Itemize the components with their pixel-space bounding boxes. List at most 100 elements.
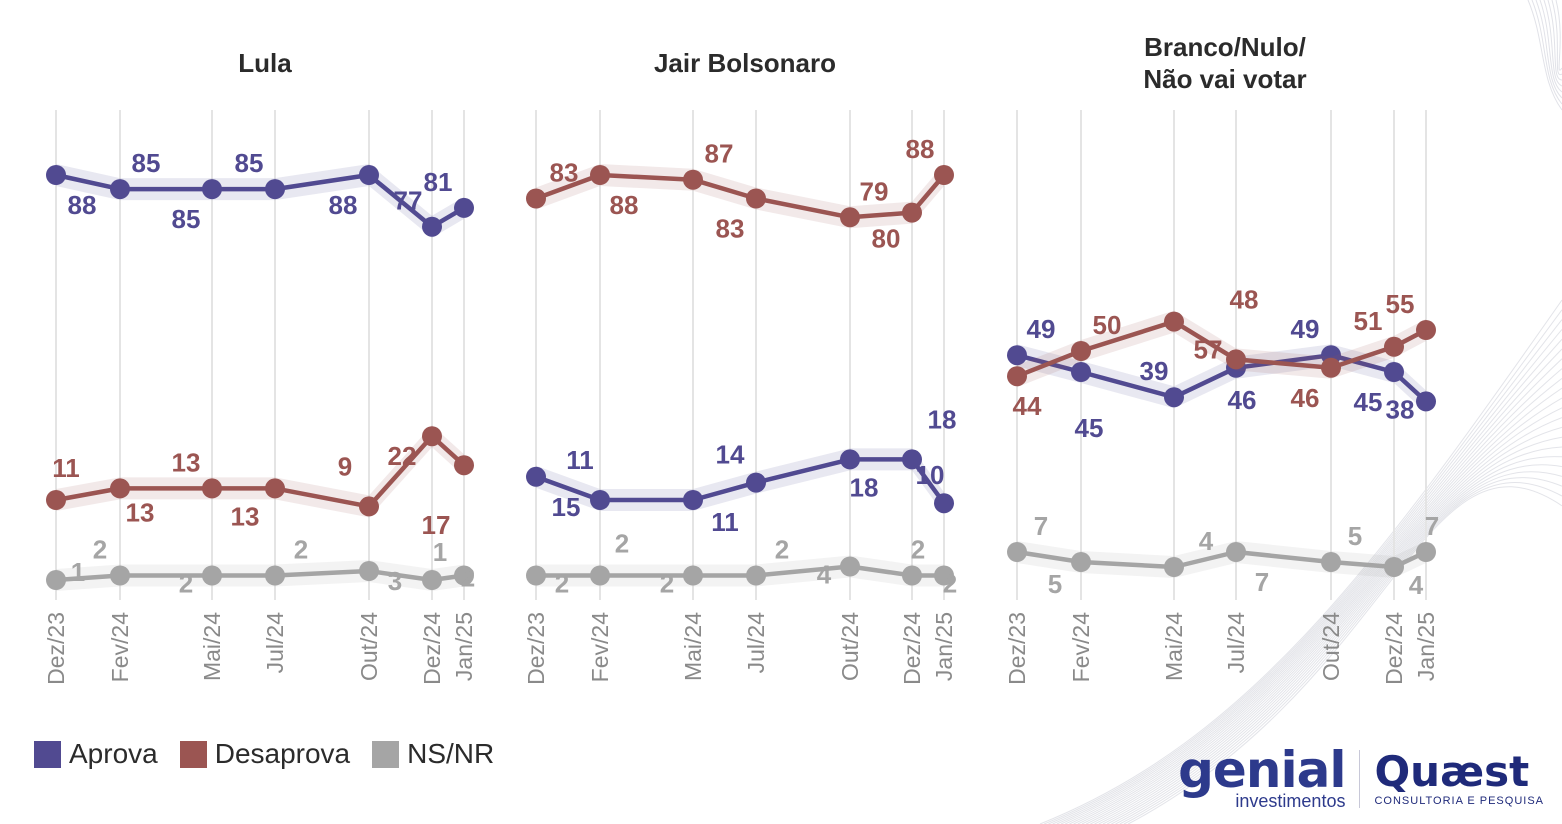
wave-line: [1547, 0, 1562, 81]
panel-2: Branco/Nulo/Não vai votar Dez/23 Fev/24 Mai…: [1004, 32, 1439, 685]
wave-line: [1094, 426, 1562, 824]
wave-line: [1052, 329, 1562, 824]
x-tick-label: Out/24: [1318, 612, 1344, 681]
data-label-desaprova: 51: [1354, 306, 1383, 336]
panel-title: Branco/Nulo/: [1144, 32, 1306, 62]
wave-line: [1111, 464, 1562, 824]
data-point-desaprova: [1007, 366, 1027, 387]
data-point-desaprova: [902, 202, 922, 223]
data-point-aprova: [265, 179, 285, 200]
data-point-nsnr: [934, 565, 954, 586]
data-point-aprova: [526, 466, 546, 487]
data-label-aprova: 39: [1140, 356, 1169, 386]
wave-line: [1064, 358, 1562, 824]
data-point-desaprova: [1226, 349, 1246, 370]
data-point-aprova: [1164, 387, 1184, 408]
data-label-aprova: 10: [916, 460, 945, 490]
data-label-aprova: 38: [1386, 394, 1415, 424]
wave-line: [1106, 456, 1562, 824]
wave-line: [1090, 417, 1562, 824]
series-band-desaprova: [56, 425, 464, 518]
wave-line: [1085, 407, 1562, 824]
data-point-desaprova: [683, 169, 703, 190]
x-tick-label: Dez/23: [43, 612, 69, 685]
data-label-aprova: 45: [1075, 413, 1104, 443]
data-point-nsnr: [1164, 557, 1184, 577]
data-label-desaprova: 88: [610, 190, 639, 220]
x-tick-label: Out/24: [837, 612, 863, 681]
wave-line: [1551, 0, 1562, 75]
data-point-nsnr: [359, 561, 379, 581]
data-label-desaprova: 13: [172, 447, 201, 477]
data-point-nsnr: [746, 565, 766, 586]
data-label-desaprova: 88: [906, 134, 935, 164]
data-point-desaprova: [110, 478, 130, 499]
data-label-nsnr: 7: [1255, 567, 1269, 597]
data-point-desaprova: [1384, 336, 1404, 357]
data-point-nsnr: [422, 570, 442, 590]
data-point-aprova: [902, 449, 922, 470]
data-label-nsnr: 2: [555, 569, 569, 599]
data-label-aprova: 18: [928, 404, 957, 434]
data-label-aprova: 77: [394, 186, 423, 216]
data-label-aprova: 85: [132, 148, 161, 178]
data-point-desaprova: [1071, 341, 1091, 361]
data-point-aprova: [840, 449, 860, 470]
x-tick-label: Fev/24: [587, 612, 613, 683]
x-tick-label: Jul/24: [1223, 612, 1249, 674]
data-label-desaprova: 57: [1194, 335, 1223, 365]
data-label-aprova: 85: [172, 204, 201, 234]
wave-line: [1098, 436, 1562, 824]
quaest-logo-word: Quæst: [1374, 747, 1530, 796]
data-label-nsnr: 2: [775, 535, 789, 565]
data-point-nsnr: [454, 565, 474, 586]
data-point-nsnr: [202, 565, 222, 586]
data-point-nsnr: [265, 565, 285, 586]
data-point-desaprova: [359, 496, 379, 517]
data-label-nsnr: 4: [1409, 570, 1424, 600]
quaest-logo-sub: CONSULTORIA E PESQUISA: [1374, 795, 1544, 807]
x-tick-label: Fev/24: [1068, 612, 1094, 683]
data-point-aprova: [1416, 391, 1436, 412]
wave-line: [1077, 387, 1562, 824]
data-point-desaprova: [265, 478, 285, 499]
wave-line: [1039, 299, 1562, 824]
data-point-nsnr: [1071, 552, 1091, 572]
data-point-desaprova: [1164, 311, 1184, 332]
data-point-desaprova: [1416, 320, 1436, 340]
wave-line: [1123, 482, 1562, 824]
data-point-nsnr: [46, 570, 66, 590]
data-label-aprova: 46: [1228, 385, 1257, 415]
logo-divider: [1359, 750, 1361, 808]
data-label-nsnr: 5: [1348, 521, 1362, 551]
data-point-desaprova: [590, 165, 610, 185]
x-tick-label: Mai/24: [199, 612, 225, 681]
data-label-aprova: 49: [1027, 314, 1056, 344]
data-label-nsnr: 7: [1034, 511, 1048, 541]
data-label-desaprova: 11: [52, 453, 80, 483]
data-label-nsnr: 3: [388, 566, 402, 596]
x-tick-label: Dez/24: [899, 612, 925, 685]
data-point-desaprova: [526, 188, 546, 209]
data-label-desaprova: 22: [388, 441, 417, 471]
data-point-aprova: [110, 179, 130, 200]
legend-item-aprova: Aprova: [34, 738, 158, 770]
wave-line: [1056, 338, 1562, 824]
x-tick-label: Fev/24: [107, 612, 133, 683]
data-label-desaprova: 83: [716, 214, 745, 244]
x-tick-label: Dez/23: [1004, 612, 1030, 685]
data-label-desaprova: 17: [422, 510, 451, 540]
panel-title: Jair Bolsonaro: [654, 48, 836, 78]
legend-item-desaprova: Desaprova: [179, 738, 350, 770]
wave-line: [1555, 0, 1562, 71]
data-label-aprova: 45: [1354, 387, 1383, 417]
legend: Aprova Desaprova NS/NR: [34, 738, 494, 770]
data-point-nsnr: [110, 565, 130, 586]
data-point-aprova: [46, 165, 66, 185]
x-tick-label: Jan/25: [1413, 612, 1439, 681]
data-label-desaprova: 80: [872, 224, 901, 254]
x-tick-label: Mai/24: [680, 612, 706, 681]
x-tick-label: Jul/24: [262, 612, 288, 674]
data-point-aprova: [746, 472, 766, 493]
wave-line: [1539, 0, 1562, 93]
